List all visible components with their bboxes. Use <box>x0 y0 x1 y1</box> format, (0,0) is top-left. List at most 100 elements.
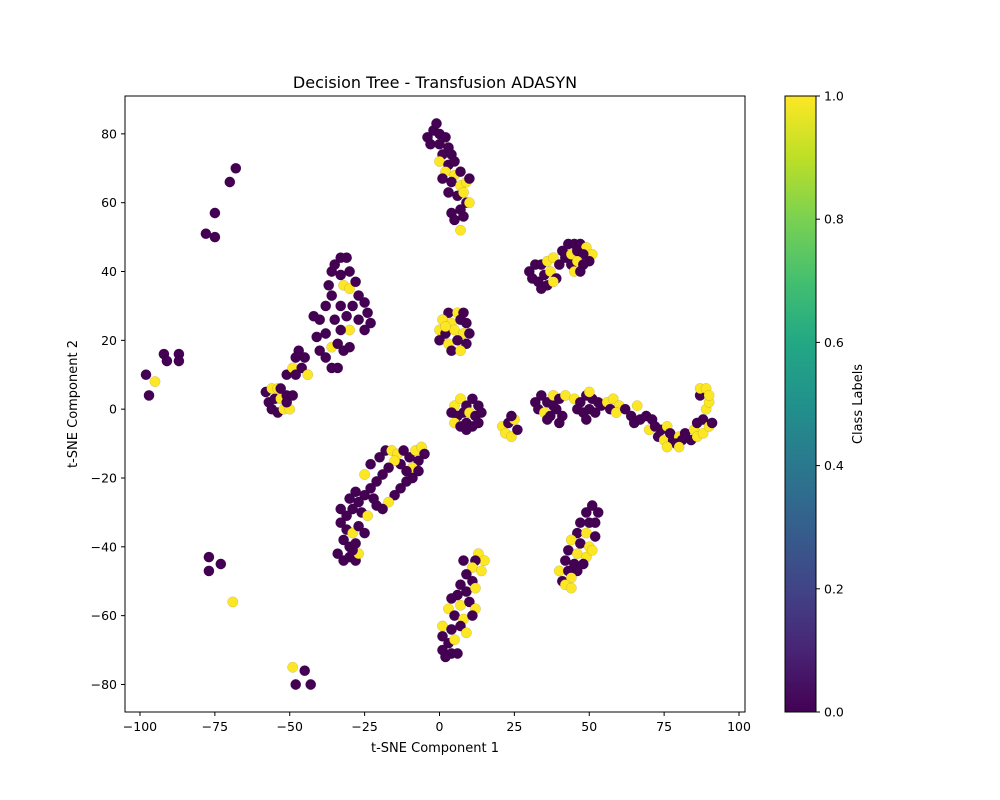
scatter-point <box>332 548 344 560</box>
scatter-point <box>673 441 685 453</box>
x-axis-ticks: −100 −75 −50 −25 0 25 50 75 100 <box>123 712 751 734</box>
scatter-point <box>505 431 517 443</box>
scatter-point <box>329 314 341 326</box>
scatter-point <box>547 400 559 412</box>
scatter-point <box>365 482 376 494</box>
scatter-point <box>395 482 406 494</box>
scatter-point <box>472 417 484 429</box>
x-tick-label: 25 <box>506 719 522 734</box>
scatter-point <box>466 393 478 405</box>
scatter-point <box>275 383 287 394</box>
colorbar-tick-label: 0.6 <box>824 335 844 350</box>
scatter-point <box>341 252 352 264</box>
scatter-point <box>344 341 355 353</box>
scatter-point <box>607 393 619 405</box>
colorbar-ticks: 0.0 0.2 0.4 0.6 0.8 1.0 <box>816 89 844 720</box>
scatter-point <box>383 496 394 508</box>
scatter-point <box>299 352 311 363</box>
scatter-point <box>359 469 370 480</box>
scatter-point <box>335 517 347 529</box>
scatter-point <box>460 317 472 329</box>
y-tick-label: −80 <box>91 677 117 692</box>
scatter-point <box>173 355 185 367</box>
scatter-point <box>419 448 430 460</box>
scatter-point <box>305 679 317 690</box>
scatter-point <box>574 266 586 277</box>
x-tick-label: −75 <box>202 719 228 734</box>
scatter-point <box>577 558 589 570</box>
scatter-point <box>230 162 242 174</box>
scatter-point <box>463 596 475 608</box>
scatter-point <box>631 400 643 412</box>
y-tick-label: −20 <box>91 470 117 485</box>
scatter-point <box>332 338 344 350</box>
scatter-point <box>299 665 311 677</box>
scatter-point <box>586 544 598 556</box>
scatter-point <box>341 310 352 322</box>
scatter-point <box>350 276 361 288</box>
scatter-point <box>589 531 601 542</box>
scatter-point <box>440 131 451 143</box>
scatter-point <box>344 266 355 277</box>
scatter-point <box>326 290 338 301</box>
x-tick-label: 50 <box>581 719 597 734</box>
scatter-point <box>475 565 487 577</box>
scatter-point <box>377 469 388 480</box>
scatter-point <box>314 314 326 326</box>
scatter-point <box>440 321 451 332</box>
scatter-point <box>203 565 215 577</box>
scatter-point <box>353 520 364 532</box>
scatter-point <box>463 197 475 209</box>
x-tick-label: 100 <box>727 719 751 734</box>
scatter-point <box>311 331 323 343</box>
y-axis-label: t-SNE Component 2 <box>66 340 81 468</box>
scatter-point <box>215 558 227 570</box>
scatter-point <box>389 489 400 501</box>
scatter-point <box>290 369 302 381</box>
scatter-point <box>460 338 472 350</box>
scatter-point <box>149 376 161 387</box>
scatter-point <box>541 414 553 425</box>
scatter-point <box>449 634 460 646</box>
y-tick-label: 20 <box>101 333 117 348</box>
scatter-point <box>362 307 373 319</box>
scatter-point <box>460 568 472 580</box>
colorbar <box>784 95 817 713</box>
scatter-point <box>281 396 293 408</box>
scatter-point <box>565 582 577 594</box>
scatter-point <box>458 555 469 566</box>
x-tick-label: 75 <box>656 719 672 734</box>
scatter-point <box>571 565 583 577</box>
scatter-point <box>353 290 364 301</box>
scatter-point <box>589 517 601 529</box>
y-tick-label: 0 <box>109 402 117 417</box>
scatter-point <box>329 259 341 270</box>
scatter-point <box>586 500 598 511</box>
scatter-point <box>553 259 565 270</box>
scatter-point <box>431 118 442 129</box>
scatter-point <box>460 627 472 639</box>
scatter-point <box>224 176 236 188</box>
scatter-point <box>347 300 358 312</box>
scatter-point <box>697 427 709 439</box>
scatter-point <box>413 465 424 477</box>
scatter-point <box>203 551 215 563</box>
y-tick-label: 80 <box>101 126 117 141</box>
scatter-point <box>368 493 379 504</box>
scatter-point <box>374 451 385 463</box>
y-axis-ticks: −80 −60 −40 −20 0 20 40 60 80 <box>91 126 125 692</box>
scatter-point <box>449 155 460 167</box>
colorbar-tick-label: 1.0 <box>824 89 844 104</box>
scatter-point <box>335 503 347 515</box>
scatter-point <box>359 527 370 539</box>
scatter-point <box>314 345 326 357</box>
y-tick-label: −40 <box>91 539 117 554</box>
colorbar-tick-label: 0.2 <box>824 581 844 596</box>
scatter-point <box>347 544 358 556</box>
scatter-point <box>469 582 481 594</box>
scatter-point <box>341 510 352 522</box>
plot-area-frame <box>124 95 746 713</box>
scatter-point <box>463 328 475 339</box>
scatter-point <box>580 507 592 518</box>
scatter-point <box>287 661 299 673</box>
